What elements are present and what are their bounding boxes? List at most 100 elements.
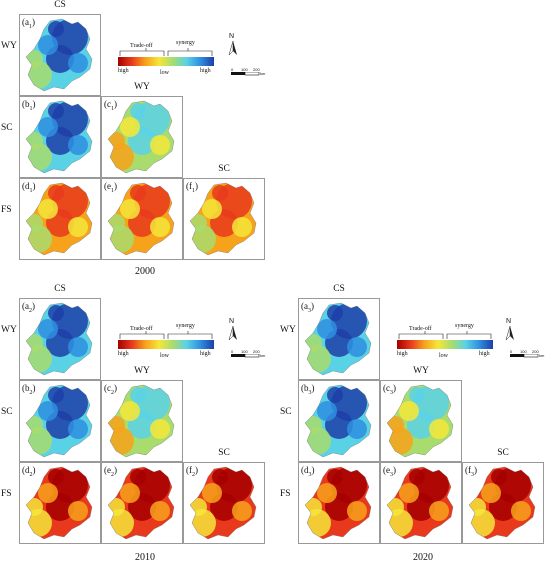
map-cell-b2: (b2) [19,380,101,462]
panel-tag: (e3) [383,465,396,478]
column-header: CS [54,284,66,294]
scale-label-mid: 100 [241,349,248,354]
legend-brackets [119,331,213,339]
panel-subscript: 3 [308,471,312,478]
panel-subscript: 1 [29,23,32,30]
region-map [25,302,93,376]
panel-subscript: 3 [471,471,474,478]
north-arrow-icon: N [214,33,254,67]
column-header: SC [218,164,230,174]
scale-bar-graphic [510,354,539,358]
region-map [25,466,93,540]
legend-synergy-label: synergy [176,40,195,46]
map-cell-e2: (e2) [101,462,183,544]
map-cell-f3: (f3) [462,462,544,544]
panel-tag: (c1) [104,99,117,112]
row-label: WY [1,325,17,335]
panel-tag: (d1) [22,181,36,194]
panel-subscript: 2 [29,471,33,478]
panel-tag: (b1) [22,99,36,112]
panel-letter: d [304,465,309,475]
panel-letter: e [107,465,111,475]
region-map [25,384,93,458]
panel-tag: (a3) [301,301,314,314]
map-cell-a1: (a1) [19,14,101,96]
column-header: WY [134,82,150,92]
region-map [304,384,372,458]
scale-bar: 0 100 200 km [510,349,545,359]
region-map [304,466,372,540]
map-cell-b1: (b1) [19,96,101,178]
row-label: SC [1,407,13,417]
panel-letter: b [25,383,30,393]
map-cell-c2: (c2) [101,380,183,462]
panel-letter: d [25,465,30,475]
region-map [468,466,536,540]
scale-label-far: 200 [253,67,260,72]
legend-tradeoff-label: Trade-off [130,326,153,332]
scale-label-zero: 0 [510,349,513,354]
panel-tag: (f1) [186,181,198,194]
map-cell-d1: (d1) [19,178,101,260]
north-label: N [229,318,235,325]
region-map [386,384,454,458]
panel-tag: (a2) [22,301,35,314]
panel-subscript: 3 [308,307,311,314]
region-map [107,384,175,458]
color-legend: Trade-off synergy high low high [118,322,214,360]
panel-letter: c [386,383,390,393]
scale-label-far: 200 [532,349,539,354]
scale-bar: 0 100 200 km [231,349,266,359]
legend-color-bar [118,340,214,349]
scale-unit: km [539,353,545,358]
row-label: SC [280,407,292,417]
scale-unit: km [260,71,266,76]
panel-letter: b [25,99,30,109]
legend-tradeoff-label: Trade-off [409,326,432,332]
panel-letter: a [25,17,29,27]
map-cell-a2: (a2) [19,298,101,380]
row-label: WY [1,41,17,51]
legend-color-bar [118,57,214,66]
map-cell-f2: (f2) [183,462,265,544]
map-cell-e1: (e1) [101,178,183,260]
scale-label-zero: 0 [231,67,234,72]
region-map [189,466,257,540]
legend-high-left: high [118,351,129,357]
legend-high-right: high [200,351,211,357]
panel-tag: (f3) [465,465,477,478]
map-cell-d2: (d2) [19,462,101,544]
map-cell-b3: (b3) [298,380,380,462]
scale-unit: km [260,353,266,358]
region-map [386,466,454,540]
panel-subscript: 1 [29,105,33,112]
legend-high-right: high [200,68,211,74]
legend-high-left: high [397,351,408,357]
region-map [25,18,93,92]
panel-letter: c [107,383,111,393]
panel-subscript: 2 [192,471,195,478]
panel-tag: (a1) [22,17,35,30]
year-label: 2000 [135,266,155,277]
row-label: FS [280,489,291,499]
panel-subscript: 2 [29,389,33,396]
row-label: SC [1,123,13,133]
panel-letter: e [107,181,111,191]
scale-label-far: 200 [253,349,260,354]
scale-label-zero: 0 [231,349,234,354]
north-arrow-shape [505,326,514,341]
region-map [107,466,175,540]
legend-synergy-label: synergy [176,323,195,329]
north-arrow-icon: N [491,318,531,352]
column-header: WY [134,366,150,376]
region-map [107,182,175,256]
region-map [189,182,257,256]
legend-brackets [398,331,492,339]
legend-brackets [119,48,213,56]
row-label: WY [280,325,296,335]
color-legend: Trade-off synergy high low high [397,322,493,360]
panel-letter: f [189,465,192,475]
scale-bar: 0 100 200 km [231,67,266,77]
scale-bar-graphic [231,72,260,76]
map-cell-d3: (d3) [298,462,380,544]
